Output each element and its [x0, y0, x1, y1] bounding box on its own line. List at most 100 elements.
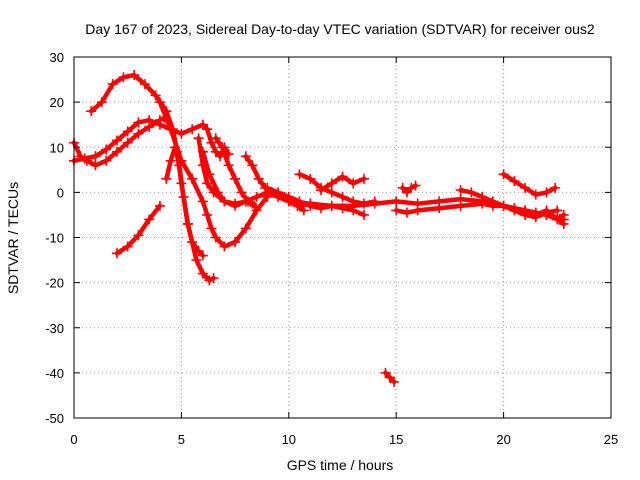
- data-point: [326, 187, 337, 198]
- data-point: [206, 223, 217, 234]
- data-point: [509, 205, 520, 216]
- y-tick-label: -40: [45, 366, 64, 381]
- data-point: [530, 209, 541, 220]
- data-point: [337, 191, 348, 202]
- data-point: [298, 205, 309, 216]
- data-point: [90, 151, 101, 162]
- series-line: [265, 185, 367, 218]
- data-point: [434, 203, 445, 214]
- data-point: [197, 146, 208, 157]
- data-point: [161, 173, 172, 184]
- data-point: [273, 187, 284, 198]
- data-point: [384, 372, 395, 383]
- data-point: [249, 200, 260, 211]
- data-point: [178, 191, 189, 202]
- chart-title: Day 167 of 2023, Sidereal Day-to-day VTE…: [85, 21, 595, 37]
- data-point: [391, 196, 402, 207]
- series-arc-5: [161, 142, 208, 261]
- data-point: [251, 205, 262, 216]
- series-arc-13: [316, 171, 369, 196]
- data-point: [101, 155, 112, 166]
- y-tick-label: 10: [50, 140, 64, 155]
- data-point: [217, 142, 228, 153]
- data-point: [122, 241, 133, 252]
- y-tick-label: -30: [45, 321, 64, 336]
- series-line: [533, 208, 566, 222]
- data-point: [326, 200, 337, 211]
- data-point: [230, 200, 241, 211]
- series-arc-4: [111, 200, 165, 259]
- data-point: [530, 189, 541, 200]
- x-tick-label: 0: [70, 432, 77, 447]
- x-tick-labels: 0 5 10 15 20 25: [70, 432, 618, 447]
- y-tick-label: -20: [45, 276, 64, 291]
- y-tick-labels: 30 20 10 0 -10 -20 -30 -40 -50: [45, 50, 64, 426]
- series-line: [88, 72, 216, 283]
- data-point: [236, 187, 247, 198]
- data-point: [208, 273, 219, 284]
- data-point: [552, 214, 563, 225]
- data-point: [111, 146, 122, 157]
- data-point: [283, 196, 294, 207]
- data-point: [122, 126, 133, 137]
- data-point: [129, 70, 140, 81]
- data-point: [509, 176, 520, 187]
- data-point: [204, 169, 215, 180]
- x-tick-label: 25: [604, 432, 618, 447]
- data-point: [202, 209, 213, 220]
- data-point: [337, 171, 348, 182]
- series-arc-6: [154, 97, 273, 252]
- data-point: [165, 155, 176, 166]
- data-point: [401, 207, 412, 218]
- data-point: [154, 119, 165, 130]
- data-point: [197, 250, 208, 261]
- grid-lines: [74, 57, 611, 418]
- data-point: [101, 144, 112, 155]
- y-axis-label: SDTVAR / TECUs: [5, 182, 21, 294]
- data-point: [391, 205, 402, 216]
- data-point: [498, 169, 509, 180]
- series-arc-20: [380, 367, 400, 387]
- tick-marks: [73, 56, 612, 419]
- data-series: [69, 70, 569, 387]
- x-tick-label: 10: [282, 432, 296, 447]
- data-point: [139, 79, 150, 90]
- data-point: [242, 196, 253, 207]
- data-point: [187, 124, 198, 135]
- data-point: [520, 182, 531, 193]
- data-point: [552, 205, 563, 216]
- data-point: [397, 182, 408, 193]
- data-point: [253, 173, 264, 184]
- series-arc-18: [498, 169, 561, 200]
- data-point: [541, 187, 552, 198]
- data-point: [348, 178, 359, 189]
- data-point: [230, 173, 241, 184]
- data-point: [410, 180, 421, 191]
- series-line: [400, 183, 418, 195]
- data-point: [412, 205, 423, 216]
- x-axis-label: GPS time / hours: [287, 457, 394, 473]
- data-point: [191, 255, 202, 266]
- data-point: [86, 106, 97, 117]
- series-arc-9: [210, 133, 260, 211]
- y-tick-label: 30: [50, 50, 64, 65]
- data-point: [197, 196, 208, 207]
- data-point: [133, 128, 144, 139]
- x-tick-label: 20: [496, 432, 510, 447]
- data-point: [520, 209, 531, 220]
- data-point: [79, 153, 90, 164]
- data-point: [219, 241, 230, 252]
- data-point: [305, 198, 316, 209]
- data-point: [90, 160, 101, 171]
- y-tick-label: 0: [57, 185, 64, 200]
- data-point: [197, 119, 208, 130]
- data-point: [498, 200, 509, 211]
- data-point: [466, 187, 477, 198]
- data-point: [197, 268, 208, 279]
- data-point: [133, 117, 144, 128]
- data-point: [111, 135, 122, 146]
- data-point: [558, 209, 569, 220]
- data-point: [111, 248, 122, 259]
- data-point: [477, 191, 488, 202]
- data-point: [187, 173, 198, 184]
